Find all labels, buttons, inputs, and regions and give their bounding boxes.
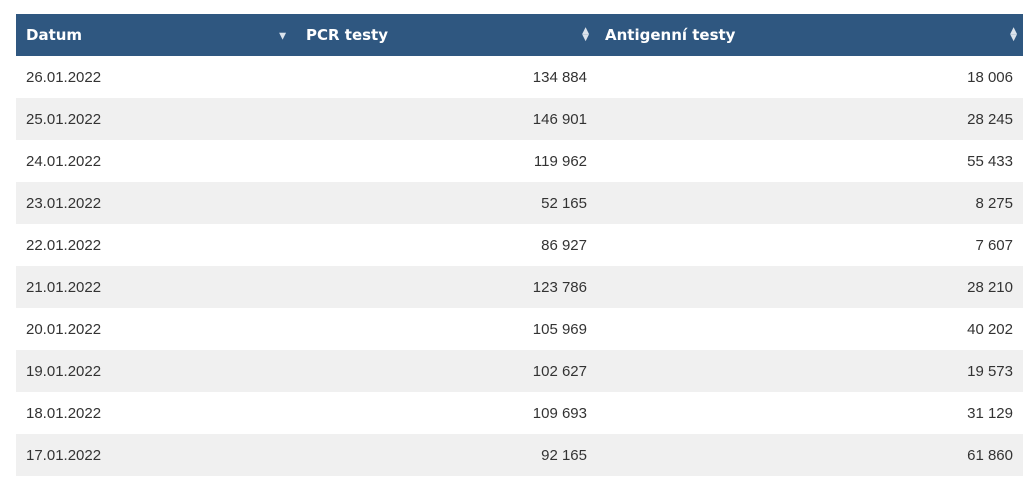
cell-date: 20.01.2022 xyxy=(26,320,102,338)
cell-antigen: 19 573 xyxy=(967,362,1013,380)
cell-date: 18.01.2022 xyxy=(26,404,102,422)
cell-antigen: 7 607 xyxy=(975,236,1013,254)
cell-pcr: 109 693 xyxy=(532,404,587,422)
cell-date: 22.01.2022 xyxy=(26,236,102,254)
sort-desc-icon: ▼ xyxy=(279,31,286,42)
column-header-antigen[interactable]: Antigenní testy ▲ ▼ xyxy=(595,14,1023,56)
cell-date: 17.01.2022 xyxy=(26,446,102,464)
cell-antigen: 28 210 xyxy=(967,278,1013,296)
column-header-pcr[interactable]: PCR testy ▲ ▼ xyxy=(296,14,595,56)
table-row: 24.01.2022 119 962 55 433 xyxy=(16,140,1023,182)
cell-date: 23.01.2022 xyxy=(26,194,102,212)
cell-antigen: 18 006 xyxy=(967,68,1013,86)
cell-date: 19.01.2022 xyxy=(26,362,102,380)
cell-date: 26.01.2022 xyxy=(26,68,102,86)
table-row: 22.01.2022 86 927 7 607 xyxy=(16,224,1023,266)
table-row: 25.01.2022 146 901 28 245 xyxy=(16,98,1023,140)
table-row: 23.01.2022 52 165 8 275 xyxy=(16,182,1023,224)
table-header: Datum ▼ PCR testy ▲ ▼ Antigenní testy ▲ ▼ xyxy=(16,14,1023,56)
table-body: 26.01.2022 134 884 18 006 25.01.2022 146 901… xyxy=(16,56,1023,476)
cell-antigen: 55 433 xyxy=(967,152,1013,170)
cell-date: 25.01.2022 xyxy=(26,110,102,128)
column-header-antigen-label: Antigenní testy xyxy=(605,26,736,44)
cell-pcr: 105 969 xyxy=(532,320,587,338)
tests-table: Datum ▼ PCR testy ▲ ▼ Antigenní testy ▲ ▼ … xyxy=(16,14,1023,476)
cell-pcr: 92 165 xyxy=(541,446,587,464)
data-table-container: Datum ▼ PCR testy ▲ ▼ Antigenní testy ▲ ▼ … xyxy=(16,14,1023,476)
table-row: 21.01.2022 123 786 28 210 xyxy=(16,266,1023,308)
sort-both-icon: ▲ ▼ xyxy=(1010,26,1017,43)
table-row: 26.01.2022 134 884 18 006 xyxy=(16,56,1023,98)
cell-antigen: 28 245 xyxy=(967,110,1013,128)
table-row: 18.01.2022 109 693 31 129 xyxy=(16,392,1023,434)
table-row: 20.01.2022 105 969 40 202 xyxy=(16,308,1023,350)
cell-pcr: 86 927 xyxy=(541,236,587,254)
cell-date: 24.01.2022 xyxy=(26,152,102,170)
sort-both-icon: ▲ ▼ xyxy=(582,26,589,43)
cell-pcr: 123 786 xyxy=(532,278,587,296)
cell-pcr: 119 962 xyxy=(533,152,587,170)
cell-antigen: 8 275 xyxy=(975,194,1013,212)
table-row: 19.01.2022 102 627 19 573 xyxy=(16,350,1023,392)
cell-pcr: 146 901 xyxy=(532,110,587,128)
cell-date: 21.01.2022 xyxy=(26,278,102,296)
cell-antigen: 31 129 xyxy=(967,404,1013,422)
column-header-pcr-label: PCR testy xyxy=(306,26,388,44)
cell-pcr: 134 884 xyxy=(532,68,587,86)
column-header-date[interactable]: Datum ▼ xyxy=(16,14,296,56)
cell-antigen: 61 860 xyxy=(967,446,1013,464)
cell-antigen: 40 202 xyxy=(967,320,1013,338)
table-row: 17.01.2022 92 165 61 860 xyxy=(16,434,1023,476)
header-row: Datum ▼ PCR testy ▲ ▼ Antigenní testy ▲ ▼ xyxy=(16,14,1023,56)
column-header-date-label: Datum xyxy=(26,26,83,44)
cell-pcr: 102 627 xyxy=(532,362,587,380)
cell-pcr: 52 165 xyxy=(541,194,587,212)
